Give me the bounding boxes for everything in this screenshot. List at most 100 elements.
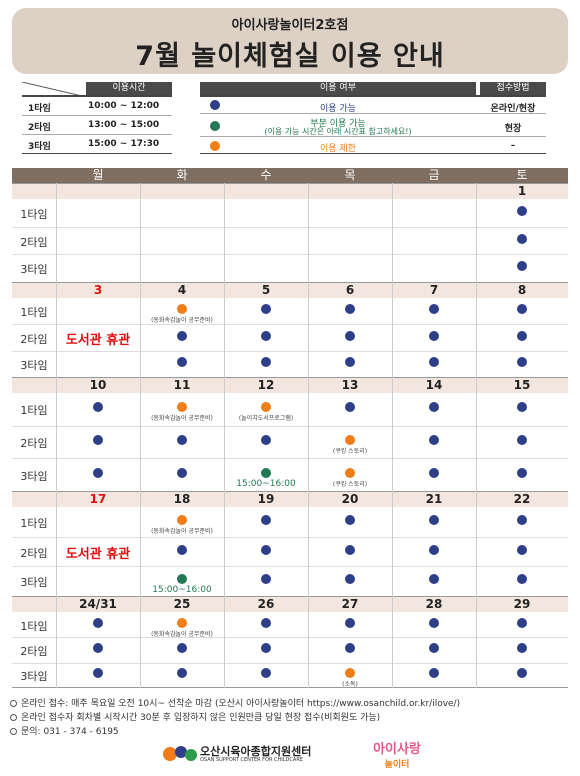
library-closed-label: 도서관 휴관: [65, 546, 131, 562]
date-number: 8: [517, 283, 527, 297]
available-dot: [429, 617, 439, 628]
time-label: 2타임: [28, 123, 51, 133]
legend-text: 이용 제한: [320, 144, 356, 154]
date-number: 26: [257, 597, 275, 611]
date-number: 17: [89, 492, 107, 506]
slot-divider: [12, 536, 568, 538]
date-number: 12: [257, 378, 275, 392]
available-dot: [429, 643, 439, 653]
available-dot: [261, 304, 271, 315]
partial-dot: [177, 574, 187, 585]
time-slot-label: 3타임: [20, 670, 48, 684]
circle-bullet-icon: [10, 714, 17, 721]
restricted-dot: [177, 617, 187, 628]
slot-divider: [12, 637, 568, 639]
available-dot: [261, 435, 271, 445]
slot-divider: [12, 226, 568, 228]
schedule-note: (동화속감놀이 공무준비): [151, 415, 213, 423]
time-slot-label: 3타임: [20, 263, 48, 277]
restricted-dot: [345, 668, 355, 679]
available-dot: [93, 435, 103, 445]
time-slot-label: 2타임: [20, 437, 48, 450]
legend-text: 부분 이용 가능: [310, 119, 366, 129]
available-dot: [429, 402, 439, 413]
available-dot: [261, 356, 271, 367]
date-number: 19: [257, 492, 275, 506]
slot-divider: [12, 350, 568, 352]
date-number: 25: [173, 597, 191, 611]
date-number: 15: [513, 378, 531, 392]
date-number: 20: [341, 492, 359, 506]
available-dot: [261, 330, 271, 341]
available-dot: [93, 402, 103, 413]
available-dot: [517, 574, 527, 585]
legend-header-status: 이용 여부: [200, 82, 476, 95]
available-dot: [429, 330, 439, 341]
partial-dot: [261, 467, 271, 478]
week-date-row: [12, 183, 568, 199]
available-dot: [261, 668, 271, 679]
available-dot: [517, 304, 527, 315]
date-number: 24/31: [79, 597, 117, 611]
available-dot: [345, 356, 355, 367]
available-dot: [261, 617, 271, 628]
restricted-dot: [177, 514, 187, 525]
legend-method: 온라인/현장: [490, 104, 536, 114]
column-divider: [308, 183, 309, 688]
time-label: 1타임: [28, 104, 51, 114]
available-dot: [261, 574, 271, 585]
time-value: 15:00 ~ 17:30: [88, 139, 160, 149]
day-header-wed: 수: [224, 168, 308, 183]
available-dot: [93, 617, 103, 628]
schedule-note: (쿠킹 스토리): [332, 448, 368, 455]
restricted-dot: [177, 304, 187, 315]
available-dot: [517, 514, 527, 525]
week-date-row: [12, 491, 568, 507]
available-dot: [345, 544, 355, 555]
available-dot: [517, 330, 527, 341]
available-dot: [517, 617, 527, 628]
time-slot-label: 2타임: [20, 546, 48, 560]
available-dot: [345, 617, 355, 628]
time-slot-label: 1타임: [20, 404, 48, 418]
time-slot-label: 1타임: [20, 619, 48, 633]
available-dot: [93, 668, 103, 679]
day-header-fri: 금: [392, 168, 476, 183]
legend-row-restricted: 이용 제한 –: [200, 138, 546, 154]
available-dot: [429, 668, 439, 679]
restricted-dot: [177, 402, 187, 413]
time-table-header: 이용시간: [86, 82, 172, 95]
week-divider: [12, 491, 568, 492]
restricted-dot: [345, 467, 355, 478]
date-number: 6: [345, 283, 355, 297]
calendar: 월 화 수 목 금 토 1 1타임 2타임 3타임 3 4 5 6 7 8 1타임 (동화속감놀이 공…: [12, 168, 568, 688]
blue-dot-icon: [210, 100, 220, 110]
slot-divider: [12, 458, 568, 460]
week-divider: [12, 596, 568, 597]
partial-time-note: 15:00~16:00: [236, 478, 296, 489]
week-divider: [12, 377, 568, 378]
date-number: 7: [429, 283, 439, 297]
available-dot: [517, 205, 527, 216]
slot-divider: [12, 324, 568, 326]
time-slot-label: 3타임: [20, 576, 48, 590]
slot-divider: [12, 254, 568, 256]
org-name: 오산시육아종합지원센터: [200, 745, 312, 758]
legend-note: (이용 가능 시간은 아래 시간표 참고하세요!): [264, 127, 412, 136]
circle-bullet-icon: [10, 728, 17, 735]
schedule-note: (쿠킹 스토리): [332, 480, 368, 488]
available-dot: [177, 330, 187, 341]
date-number: 29: [513, 597, 531, 611]
time-slot-label: 3타임: [20, 469, 48, 483]
date-number: 11: [173, 378, 191, 392]
available-dot: [517, 356, 527, 367]
available-dot: [177, 467, 187, 478]
brand-logo-bottom: 놀이터: [384, 760, 410, 770]
day-header-mon: 월: [56, 168, 140, 183]
date-number: 21: [425, 492, 443, 506]
week-divider: [12, 282, 568, 283]
time-slot-label: 3타임: [20, 358, 48, 372]
org-name-en: OSAN SUPPORT CENTER FOR CHILDCARE: [200, 757, 303, 763]
available-dot: [517, 261, 527, 272]
available-dot: [261, 514, 271, 525]
